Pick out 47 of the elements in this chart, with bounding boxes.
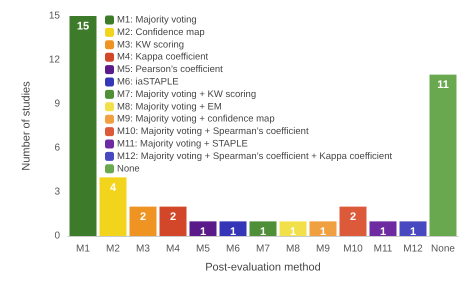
data-label: 15	[76, 20, 90, 32]
data-label: 1	[290, 226, 296, 238]
x-tick-label: M5	[196, 244, 210, 254]
y-axis-title: Number of studies	[20, 80, 32, 171]
legend-label: M12: Majority voting + Spearman’s coefficient + Kappa coefficient	[117, 150, 392, 162]
legend-label: M3: KW scoring	[117, 39, 184, 50]
x-tick-label: None	[431, 244, 456, 254]
y-tick-label: 12	[48, 54, 60, 66]
legend-label: M5: Pearson’s coefficient	[117, 64, 224, 76]
y-tick-label: 6	[54, 142, 60, 154]
x-axis-title: Post-evaluation method	[205, 262, 321, 274]
x-tick-label: M11	[374, 244, 393, 254]
y-tick-label: 0	[54, 230, 60, 242]
y-tick-label: 3	[54, 186, 60, 198]
legend-label: M9: Majority voting + confidence map	[117, 114, 275, 125]
x-tick-label: M1	[76, 244, 90, 254]
y-tick-label: 9	[54, 98, 60, 110]
legend-label: None	[117, 163, 140, 174]
x-tick-label: M3	[136, 244, 150, 254]
data-label: 1	[410, 226, 416, 238]
data-label: 2	[350, 211, 356, 224]
data-label: 11	[437, 79, 449, 92]
x-tick-label: M8	[286, 244, 300, 254]
x-tick-label: M2	[106, 244, 120, 254]
data-label: 2	[170, 211, 176, 224]
x-tick-label: M6	[226, 244, 240, 254]
data-label: 1	[380, 226, 386, 238]
data-label: 1	[320, 226, 326, 238]
data-label: 4	[110, 182, 117, 194]
legend-label: M4: Kappa coefficient	[117, 52, 209, 63]
x-tick-label: M12	[403, 244, 424, 254]
y-tick-label: 15	[48, 10, 60, 22]
x-tick-label: M4	[166, 244, 180, 254]
data-label: 1	[260, 226, 266, 238]
legend-label: M10: Majority voting + Spearman’s coefficient	[117, 126, 309, 138]
x-tick-label: M9	[316, 244, 330, 254]
x-tick-label: M10	[343, 244, 364, 254]
x-tick-label: M7	[256, 244, 270, 254]
data-label: 1	[200, 226, 206, 238]
data-label: 1	[230, 226, 236, 238]
legend-label: M7: Majority voting + KW scoring	[117, 88, 256, 100]
legend-label: M1: Majority voting	[117, 14, 197, 26]
legend-label: M6: iaSTAPLE	[117, 76, 179, 88]
legend-label: M2: Confidence map	[117, 26, 205, 38]
legend-label: M11: Majority voting + STAPLE	[117, 138, 248, 150]
legend-label: M8: Majority voting + EM	[117, 101, 222, 112]
data-label: 2	[140, 211, 146, 224]
